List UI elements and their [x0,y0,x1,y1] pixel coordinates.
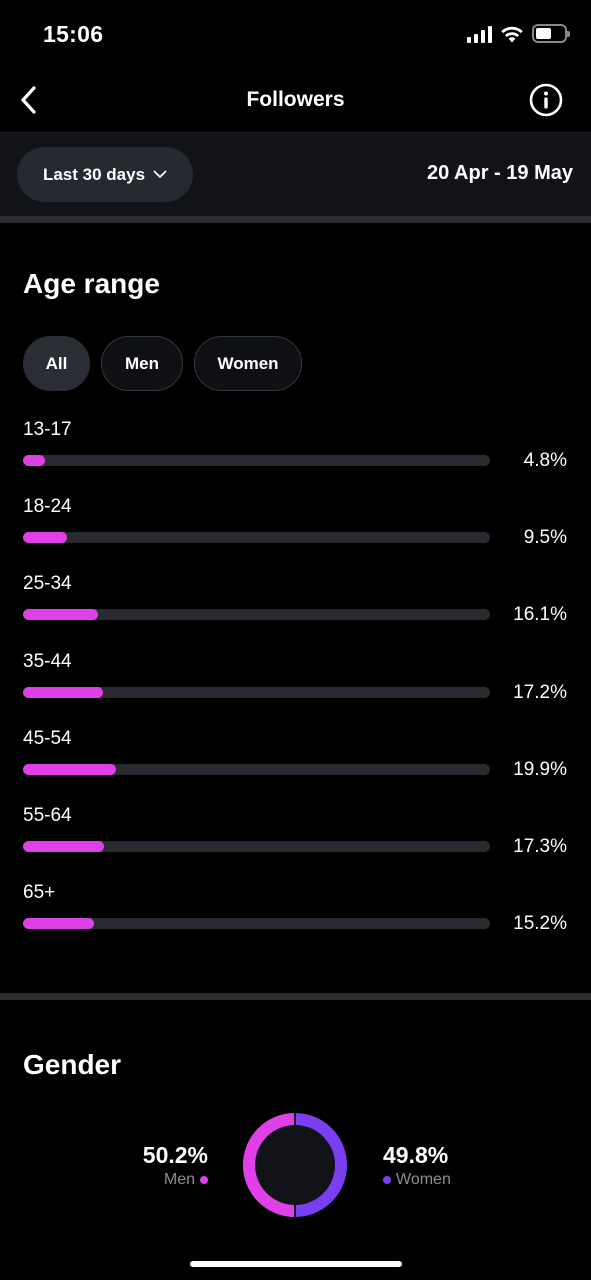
age-percent: 4.8% [523,450,567,471]
chip-women[interactable]: Women [194,336,302,391]
age-row: 13-17 4.8% [23,417,569,494]
section-divider [0,993,591,1000]
women-color-dot [383,1176,391,1184]
age-label: 25-34 [23,573,72,595]
age-row: 18-24 9.5% [23,494,569,571]
age-label: 18-24 [23,496,72,518]
age-filter-chips: All Men Women [23,336,302,391]
age-label: 45-54 [23,727,72,749]
age-percent: 17.2% [513,681,567,703]
wifi-icon [501,26,523,42]
header: Followers [0,70,591,132]
age-bar-fill [23,918,94,930]
age-row: 65+ 15.2% [23,880,569,957]
page-title: Followers [246,88,345,111]
section-divider [0,216,591,223]
gender-men-legend: 50.2% Men [143,1142,208,1189]
age-percent: 16.1% [513,604,567,626]
age-bar-fill [23,840,104,852]
age-row: 45-54 19.9% [23,726,569,803]
back-button[interactable] [14,82,44,118]
age-bar-track [23,455,490,466]
filter-bar: Last 30 days 20 Apr - 19 May [0,132,591,216]
date-range: 20 Apr - 19 May [427,162,573,184]
age-bar-track [23,840,490,852]
age-bar-track [23,686,490,698]
battery-icon [532,24,570,43]
age-range-list: 13-17 4.8% 18-24 9.5% 25-34 16.1% 35-44 … [23,417,569,957]
men-label: Men [163,1171,195,1188]
gender-donut [243,1113,347,1217]
chevron-down-icon [153,170,167,178]
age-bar-track [23,532,490,544]
status-icons [467,24,570,43]
age-bar-fill [23,609,99,621]
chip-label: Men [125,353,159,373]
age-percent: 9.5% [523,527,567,549]
age-label: 65+ [23,882,56,904]
donut-center [255,1125,335,1205]
women-label: Women [396,1171,451,1188]
period-dropdown[interactable]: Last 30 days [17,147,193,202]
status-time: 15:06 [43,21,104,47]
gender-women-legend: 49.8% Women [383,1142,451,1189]
women-percent: 49.8% [383,1142,449,1168]
cellular-signal-icon [467,25,492,43]
info-icon [529,83,563,117]
chevron-left-icon [21,86,36,114]
age-row: 35-44 17.2% [23,649,569,726]
age-bar-fill [23,686,104,698]
age-percent: 15.2% [513,913,567,935]
age-label: 35-44 [23,650,72,672]
age-percent: 17.3% [513,835,567,857]
age-bar-fill [23,532,68,544]
chip-label: All [45,353,68,373]
age-label: 55-64 [23,804,72,826]
age-bar-track [23,918,490,930]
chip-all[interactable]: All [23,336,90,391]
info-button[interactable] [529,83,563,117]
age-row: 55-64 17.3% [23,803,569,880]
age-row: 25-34 16.1% [23,571,569,648]
age-label: 13-17 [23,419,72,440]
age-range-title: Age range [23,268,160,299]
age-bar-track [23,763,490,775]
home-indicator[interactable] [190,1261,402,1267]
period-label: Last 30 days [42,164,146,184]
age-bar-fill [23,763,116,775]
age-bar-track [23,609,490,621]
status-bar: 15:06 [0,0,591,70]
gender-chart: 50.2% Men 49.8% Women [0,1105,591,1235]
gender-title: Gender [23,1049,122,1080]
chip-men[interactable]: Men [101,336,183,391]
age-bar-fill [23,455,46,466]
chip-label: Women [217,353,279,373]
age-percent: 19.9% [513,758,567,780]
men-percent: 50.2% [142,1142,208,1168]
men-color-dot [200,1176,208,1184]
